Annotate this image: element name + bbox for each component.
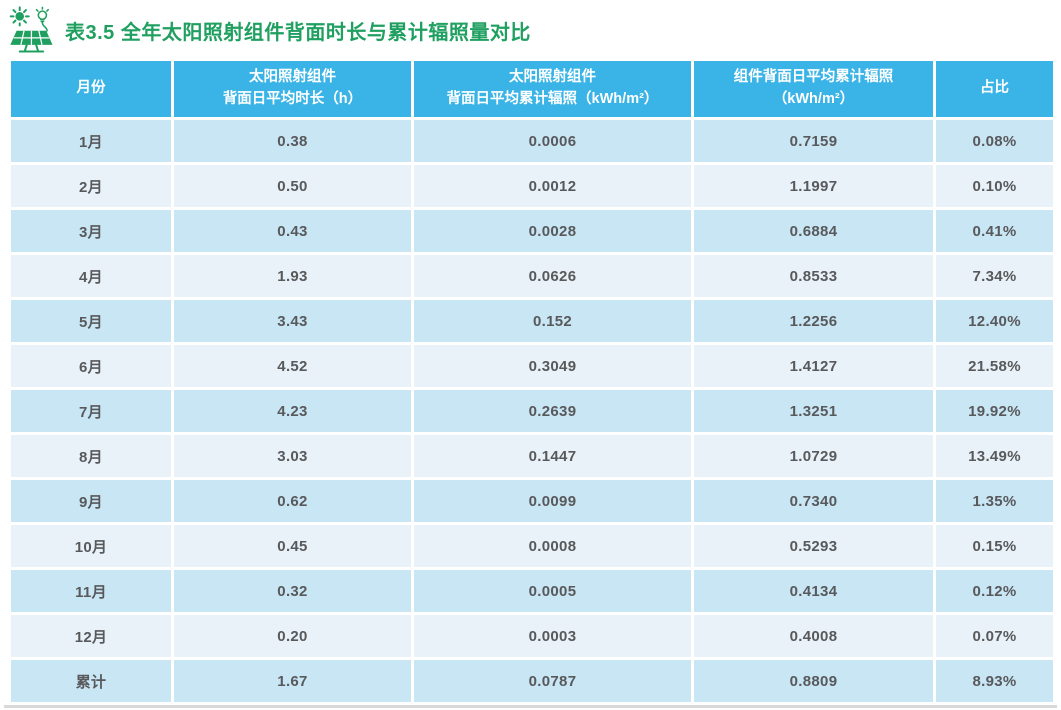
month-cell: 1月: [8, 117, 174, 165]
month-cell: 累计: [8, 657, 174, 705]
value-cell: 0.07%: [933, 612, 1056, 660]
month-cell: 8月: [8, 432, 174, 480]
value-cell: 0.0787: [411, 657, 694, 705]
value-cell: 0.45: [171, 522, 414, 570]
value-cell: 0.7340: [691, 477, 936, 525]
value-cell: 1.0729: [691, 432, 936, 480]
value-cell: 3.43: [171, 297, 414, 345]
value-cell: 0.15%: [933, 522, 1056, 570]
value-cell: 13.49%: [933, 432, 1056, 480]
month-cell: 4月: [8, 252, 174, 300]
column-header-module-irradiation: 组件背面日平均累计辐照 （kWh/m²）: [691, 58, 936, 120]
value-cell: 0.6884: [691, 207, 936, 255]
value-cell: 3.03: [171, 432, 414, 480]
value-cell: 1.1997: [691, 162, 936, 210]
value-cell: 0.7159: [691, 117, 936, 165]
value-cell: 0.12%: [933, 567, 1056, 615]
value-cell: 0.43: [171, 207, 414, 255]
month-cell: 11月: [8, 567, 174, 615]
value-cell: 4.23: [171, 387, 414, 435]
table-row: 6月 4.52 0.3049 1.4127 21.58%: [8, 342, 1056, 390]
value-cell: 0.4008: [691, 612, 936, 660]
value-cell: 0.2639: [411, 387, 694, 435]
value-cell: 0.10%: [933, 162, 1056, 210]
value-cell: 7.34%: [933, 252, 1056, 300]
table-row: 11月 0.32 0.0005 0.4134 0.12%: [8, 567, 1056, 615]
value-cell: 0.3049: [411, 342, 694, 390]
value-cell: 0.0003: [411, 612, 694, 660]
table-caption: 表3.5 全年太阳照射组件背面时长与累计辐照量对比: [8, 4, 1053, 56]
column-header-month: 月份: [8, 58, 174, 120]
value-cell: 12.40%: [933, 297, 1056, 345]
table-row: 4月 1.93 0.0626 0.8533 7.34%: [8, 252, 1056, 300]
month-cell: 7月: [8, 387, 174, 435]
month-cell: 3月: [8, 207, 174, 255]
value-cell: 0.32: [171, 567, 414, 615]
value-cell: 1.93: [171, 252, 414, 300]
table-row: 7月 4.23 0.2639 1.3251 19.92%: [8, 387, 1056, 435]
month-cell: 5月: [8, 297, 174, 345]
value-cell: 1.2256: [691, 297, 936, 345]
value-cell: 0.08%: [933, 117, 1056, 165]
solar-panel-sun-bulb-icon: [8, 6, 58, 54]
column-header-percentage: 占比: [933, 58, 1056, 120]
value-cell: 0.62: [171, 477, 414, 525]
table-row: 12月 0.20 0.0003 0.4008 0.07%: [8, 612, 1056, 660]
value-cell: 0.0005: [411, 567, 694, 615]
column-header-rear-irradiation: 太阳照射组件 背面日平均累计辐照（kWh/m²）: [411, 58, 694, 120]
table-row: 5月 3.43 0.152 1.2256 12.40%: [8, 297, 1056, 345]
month-cell: 10月: [8, 522, 174, 570]
value-cell: 0.1447: [411, 432, 694, 480]
month-cell: 9月: [8, 477, 174, 525]
table-row-total: 累计 1.67 0.0787 0.8809 8.93%: [8, 657, 1056, 705]
value-cell: 0.8809: [691, 657, 936, 705]
value-cell: 8.93%: [933, 657, 1056, 705]
value-cell: 0.4134: [691, 567, 936, 615]
month-cell: 6月: [8, 342, 174, 390]
value-cell: 0.20: [171, 612, 414, 660]
table-header: 月份 太阳照射组件 背面日平均时长（h） 太阳照射组件 背面日平均累计辐照（kW…: [8, 58, 1056, 120]
value-cell: 1.3251: [691, 387, 936, 435]
column-header-daily-duration: 太阳照射组件 背面日平均时长（h）: [171, 58, 414, 120]
table-row: 2月 0.50 0.0012 1.1997 0.10%: [8, 162, 1056, 210]
table-body: 1月 0.38 0.0006 0.7159 0.08% 2月 0.50 0.0012 1.199…: [8, 117, 1056, 705]
value-cell: 0.152: [411, 297, 694, 345]
value-cell: 0.0626: [411, 252, 694, 300]
table-row: 3月 0.43 0.0028 0.6884 0.41%: [8, 207, 1056, 255]
value-cell: 0.41%: [933, 207, 1056, 255]
table-row: 8月 3.03 0.1447 1.0729 13.49%: [8, 432, 1056, 480]
table-row: 1月 0.38 0.0006 0.7159 0.08%: [8, 117, 1056, 165]
data-table: 月份 太阳照射组件 背面日平均时长（h） 太阳照射组件 背面日平均累计辐照（kW…: [8, 58, 1056, 705]
table-header-row: 月份 太阳照射组件 背面日平均时长（h） 太阳照射组件 背面日平均累计辐照（kW…: [8, 58, 1056, 120]
value-cell: 0.0028: [411, 207, 694, 255]
value-cell: 4.52: [171, 342, 414, 390]
month-cell: 2月: [8, 162, 174, 210]
value-cell: 19.92%: [933, 387, 1056, 435]
value-cell: 1.67: [171, 657, 414, 705]
value-cell: 21.58%: [933, 342, 1056, 390]
value-cell: 0.38: [171, 117, 414, 165]
value-cell: 0.0006: [411, 117, 694, 165]
value-cell: 1.35%: [933, 477, 1056, 525]
value-cell: 0.0008: [411, 522, 694, 570]
value-cell: 0.0012: [411, 162, 694, 210]
value-cell: 1.4127: [691, 342, 936, 390]
value-cell: 0.5293: [691, 522, 936, 570]
table-row: 9月 0.62 0.0099 0.7340 1.35%: [8, 477, 1056, 525]
month-cell: 12月: [8, 612, 174, 660]
table-row: 10月 0.45 0.0008 0.5293 0.15%: [8, 522, 1056, 570]
page-title: 表3.5 全年太阳照射组件背面时长与累计辐照量对比: [65, 21, 531, 44]
value-cell: 0.50: [171, 162, 414, 210]
value-cell: 0.0099: [411, 477, 694, 525]
value-cell: 0.8533: [691, 252, 936, 300]
table-bottom-edge: [4, 705, 1057, 708]
